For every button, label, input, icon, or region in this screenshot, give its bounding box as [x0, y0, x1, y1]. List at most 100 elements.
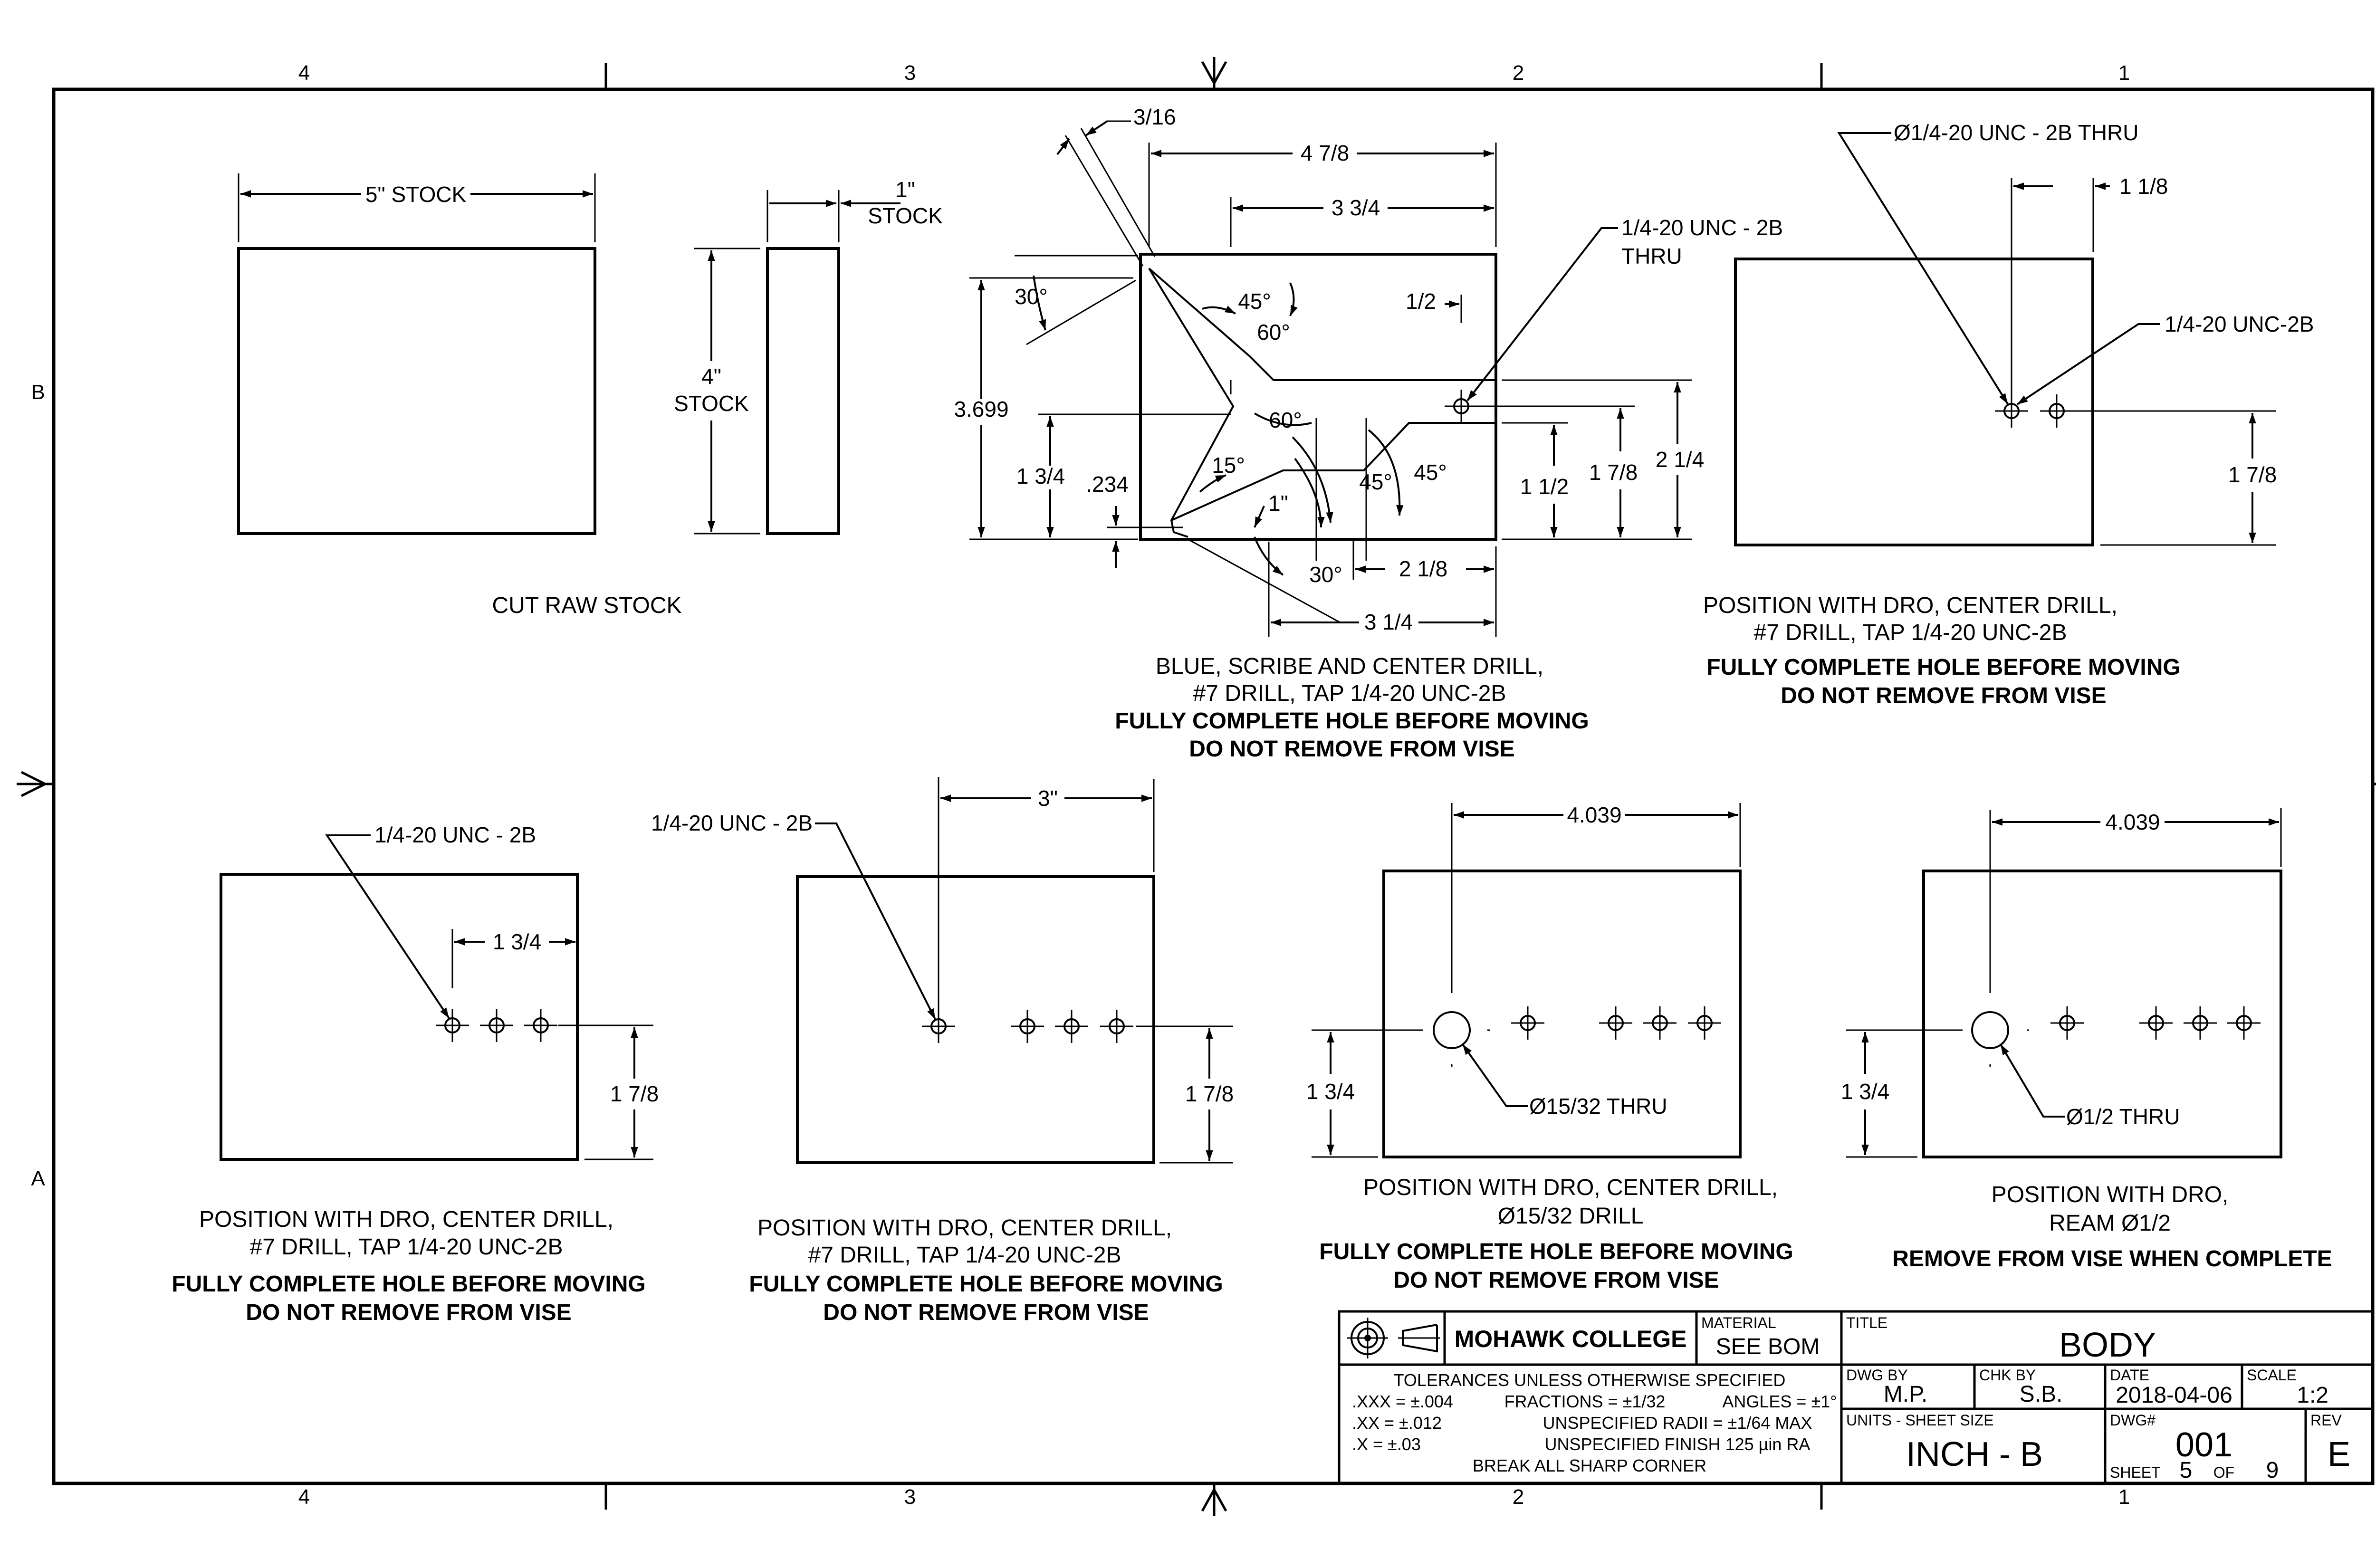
dim-0-234: .234	[1086, 472, 1129, 497]
view-second-holes: 1 3/4 1 7/8 1/4-20 UNC - 2B POSITION WIT…	[172, 822, 659, 1325]
dwg-number-label: DWG#	[2110, 1412, 2156, 1429]
note-remove-complete: REMOVE FROM VISE WHEN COMPLETE	[1892, 1246, 2332, 1272]
tapped-holes-row-v7	[2050, 1006, 2261, 1040]
angle-45-top: 45°	[1238, 289, 1271, 314]
note-blue-scribe: BLUE, SCRIBE AND CENTER DRILL,	[1156, 654, 1543, 679]
note-position-v7: POSITION WITH DRO,	[1992, 1182, 2229, 1207]
note-drill-tap: #7 DRILL, TAP 1/4-20 UNC-2B	[1193, 681, 1506, 706]
note-complete-hole: FULLY COMPLETE HOLE BEFORE MOVING	[1115, 708, 1589, 734]
note-complete-v4: FULLY COMPLETE HOLE BEFORE MOVING	[172, 1272, 645, 1297]
dim-stock-thick-value: 1"	[895, 177, 915, 202]
tol-break: BREAK ALL SHARP CORNER	[1473, 1456, 1706, 1475]
dwg-number-value: 001	[2175, 1426, 2232, 1464]
dim-4-039-v7: 4.039	[2105, 810, 2160, 834]
angle-45-lower-a: 45°	[1359, 469, 1392, 494]
dim-1-1-8: 1 1/8	[2119, 174, 2168, 199]
tol-angles: ANGLES = ±1°	[1722, 1392, 1837, 1411]
tol-radii: UNSPECIFIED RADII = ±1/64 MAX	[1543, 1413, 1812, 1433]
college-logo-icon	[1347, 1318, 1440, 1358]
callout-drill-thru: Ø15/32 THRU	[1529, 1094, 1667, 1119]
dim-stock-height-value: 4"	[701, 364, 721, 389]
note-complete-v5: FULLY COMPLETE HOLE BEFORE MOVING	[749, 1272, 1223, 1297]
zone-top-4: 4	[298, 61, 310, 85]
view-layout-scribe: 3/16 4 7/8 3 3/4 1/2 30° 45° 60° 60° 3.6…	[954, 105, 1783, 762]
zone-labels: 4 3 2 1 4 3 2 1 B A B A	[31, 61, 2130, 1509]
tol-fractions: FRACTIONS = ±1/32	[1504, 1392, 1666, 1411]
date-label: DATE	[2110, 1367, 2149, 1384]
dim-1-1-2: 1 1/2	[1520, 474, 1569, 499]
tol-xx: .XX = ±.012	[1352, 1413, 1442, 1433]
note-do-not-remove-v3: DO NOT REMOVE FROM VISE	[1781, 683, 2106, 708]
dim-1-7-8-v5: 1 7/8	[1185, 1081, 1234, 1106]
tapped-holes-row	[436, 1009, 557, 1042]
zone-bottom-2: 2	[1513, 1485, 1524, 1509]
angle-30-lower: 30°	[1309, 562, 1342, 587]
tol-x: .X = ±.03	[1352, 1434, 1421, 1454]
dim-1-7-8-v3: 1 7/8	[2228, 462, 2277, 487]
callout-thru-hole: Ø1/4-20 UNC - 2B THRU	[1894, 120, 2139, 145]
of-value: 9	[2266, 1458, 2279, 1483]
note-position-v5: POSITION WITH DRO, CENTER DRILL,	[757, 1215, 1172, 1241]
callout-ream-thru: Ø1/2 THRU	[2066, 1104, 2180, 1129]
material-label: MATERIAL	[1701, 1314, 1776, 1331]
dim-1-inch: 1"	[1268, 491, 1288, 516]
dwg-by-value: M.P.	[1884, 1382, 1927, 1407]
dim-3-1-4: 3 1/4	[1364, 610, 1413, 634]
dim-1-3-4-v4: 1 3/4	[493, 929, 541, 954]
scale-label: SCALE	[2247, 1367, 2297, 1384]
units-label: UNITS - SHEET SIZE	[1846, 1412, 1994, 1429]
callout-tap-hole: 1/4-20 UNC - 2B	[1621, 215, 1783, 240]
angle-60-mid: 60°	[1269, 408, 1302, 432]
title-value: BODY	[2059, 1326, 2156, 1364]
note-complete-hole-v3: FULLY COMPLETE HOLE BEFORE MOVING	[1706, 655, 2180, 680]
view-third-holes: 3" 1 7/8 1/4-20 UNC - 2B POSITION WITH D…	[651, 777, 1234, 1325]
note-remove-v4: DO NOT REMOVE FROM VISE	[246, 1300, 571, 1325]
of-label: OF	[2213, 1464, 2234, 1481]
dim-1-7-8-v4: 1 7/8	[610, 1081, 659, 1106]
view-first-hole: 1 1/8 1 7/8 Ø1/4-20 UNC - 2B THRU 1/4-20…	[1703, 120, 2314, 708]
sheet-value: 5	[2180, 1458, 2193, 1483]
tapped-holes-row-v6	[1511, 1006, 1721, 1040]
zone-bottom-1: 1	[2118, 1485, 2130, 1509]
dim-3-16: 3/16	[1133, 105, 1176, 129]
note-remove-v6: DO NOT REMOVE FROM VISE	[1393, 1268, 1719, 1293]
dim-4-039-v6: 4.039	[1567, 803, 1621, 827]
dim-2-1-4: 2 1/4	[1656, 447, 1704, 472]
note-position-dro: POSITION WITH DRO, CENTER DRILL,	[1703, 593, 2117, 618]
note-do-not-remove: DO NOT REMOVE FROM VISE	[1189, 736, 1514, 762]
scale-value: 1:2	[2297, 1383, 2328, 1408]
dim-1-3-4-v7: 1 3/4	[1841, 1079, 1889, 1104]
dim-stock-thick-label: STOCK	[868, 203, 943, 228]
dim-4-7-8: 4 7/8	[1301, 141, 1349, 165]
zone-bottom-3: 3	[904, 1485, 916, 1509]
rev-value: E	[2328, 1435, 2350, 1473]
zone-top-3: 3	[904, 61, 916, 85]
note-drill-v5: #7 DRILL, TAP 1/4-20 UNC-2B	[808, 1243, 1121, 1268]
note-drill-v4: #7 DRILL, TAP 1/4-20 UNC-2B	[250, 1234, 563, 1260]
dim-stock-width: 5" STOCK	[365, 182, 467, 207]
college-name: MOHAWK COLLEGE	[1455, 1326, 1687, 1352]
view-raw-stock: 5" STOCK 1" STOCK 4" STOCK CUT RAW STOCK	[237, 173, 943, 618]
tolerance-heading: TOLERANCES UNLESS OTHERWISE SPECIFIED	[1394, 1370, 1786, 1390]
note-position-v6: POSITION WITH DRO, CENTER DRILL,	[1363, 1175, 1778, 1200]
tol-xxx: .XXX = ±.004	[1352, 1392, 1453, 1411]
material-value: SEE BOM	[1716, 1334, 1820, 1359]
dwg-by-label: DWG BY	[1846, 1367, 1908, 1384]
zone-top-1: 1	[2118, 61, 2130, 85]
note-drill-tap-v3: #7 DRILL, TAP 1/4-20 UNC-2B	[1754, 620, 2067, 645]
dim-1-3-4-v6: 1 3/4	[1306, 1079, 1355, 1104]
angle-60-top: 60°	[1257, 320, 1290, 344]
zone-left-b: B	[31, 381, 45, 404]
view-ream-hole: 4.039 1 3/4 Ø1/2 THRU POSITION WITH DRO,…	[1841, 808, 2332, 1272]
title-block: MOHAWK COLLEGE MATERIAL SEE BOM TITLE BO…	[1338, 1310, 2374, 1485]
units-value: INCH - B	[1906, 1435, 2043, 1473]
note-drill-v6: Ø15/32 DRILL	[1498, 1204, 1644, 1229]
note-remove-v5: DO NOT REMOVE FROM VISE	[823, 1300, 1149, 1325]
rev-label: REV	[2310, 1412, 2342, 1429]
dim-stock-height-label: STOCK	[674, 391, 749, 416]
note-position-v4: POSITION WITH DRO, CENTER DRILL,	[199, 1207, 613, 1232]
callout-tap-v4: 1/4-20 UNC - 2B	[374, 822, 536, 847]
note-complete-v6: FULLY COMPLETE HOLE BEFORE MOVING	[1319, 1239, 1793, 1264]
angle-30-top: 30°	[1015, 284, 1048, 309]
zone-top-2: 2	[1513, 61, 1524, 85]
